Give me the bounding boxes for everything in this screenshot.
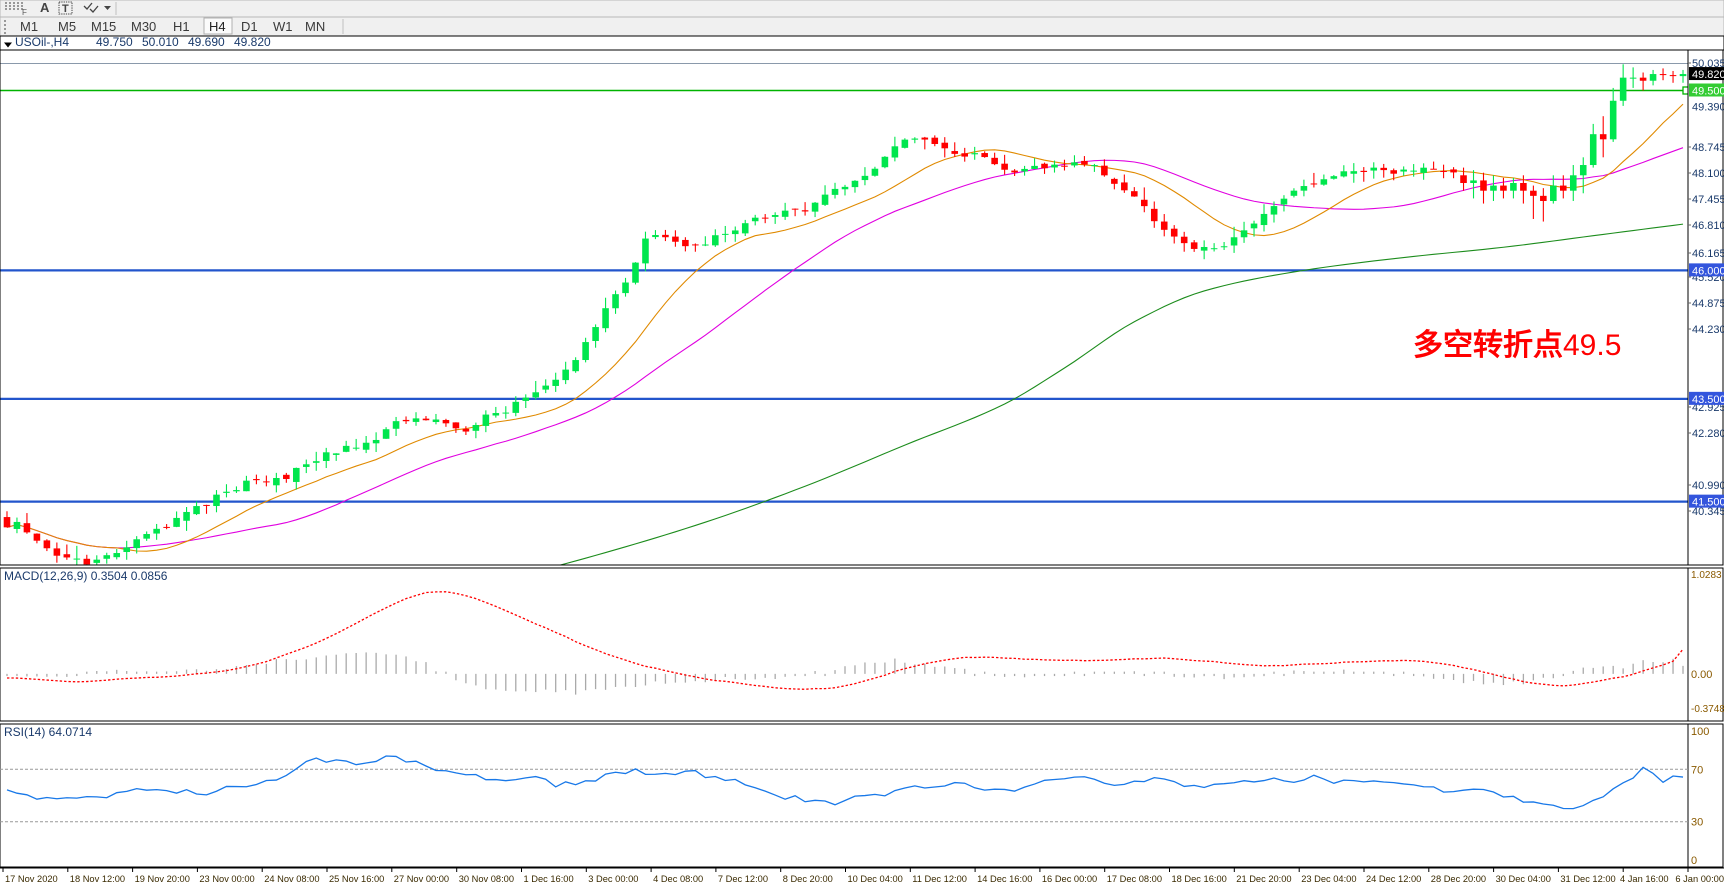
svg-text:49.820: 49.820 <box>234 35 271 49</box>
svg-text:W1: W1 <box>273 19 293 34</box>
svg-text:46.165: 46.165 <box>1692 248 1724 260</box>
svg-text:11 Dec 12:00: 11 Dec 12:00 <box>912 874 967 884</box>
svg-text:70: 70 <box>1691 764 1703 776</box>
svg-text:F: F <box>22 8 27 17</box>
svg-text:3 Dec 00:00: 3 Dec 00:00 <box>588 874 638 884</box>
svg-text:0: 0 <box>1691 855 1697 867</box>
svg-text:19 Nov 20:00: 19 Nov 20:00 <box>135 874 190 884</box>
svg-text:41.500: 41.500 <box>1692 497 1724 509</box>
svg-text:18 Nov 12:00: 18 Nov 12:00 <box>70 874 125 884</box>
svg-text:MACD(12,26,9) 0.3504 0.0856: MACD(12,26,9) 0.3504 0.0856 <box>4 569 168 583</box>
svg-text:1 Dec 16:00: 1 Dec 16:00 <box>524 874 574 884</box>
svg-text:42.280: 42.280 <box>1692 428 1724 440</box>
svg-text:27 Nov 00:00: 27 Nov 00:00 <box>394 874 449 884</box>
svg-text:23 Dec 04:00: 23 Dec 04:00 <box>1301 874 1356 884</box>
svg-text:49.750: 49.750 <box>96 35 133 49</box>
svg-text:46.000: 46.000 <box>1692 265 1724 277</box>
svg-text:M5: M5 <box>58 19 76 34</box>
svg-text:46.810: 46.810 <box>1692 220 1724 232</box>
svg-text:49.390: 49.390 <box>1692 102 1724 114</box>
svg-text:10 Dec 04:00: 10 Dec 04:00 <box>848 874 903 884</box>
svg-text:24 Dec 12:00: 24 Dec 12:00 <box>1366 874 1421 884</box>
svg-text:7 Dec 12:00: 7 Dec 12:00 <box>718 874 768 884</box>
svg-text:M1: M1 <box>20 19 38 34</box>
svg-text:17 Nov 2020: 17 Nov 2020 <box>5 874 58 884</box>
svg-text:D1: D1 <box>241 19 258 34</box>
svg-text:24 Nov 08:00: 24 Nov 08:00 <box>264 874 319 884</box>
svg-text:30: 30 <box>1691 817 1703 829</box>
svg-text:4 Jan 16:00: 4 Jan 16:00 <box>1620 874 1669 884</box>
svg-text:30 Dec 04:00: 30 Dec 04:00 <box>1496 874 1551 884</box>
svg-text:17 Dec 08:00: 17 Dec 08:00 <box>1107 874 1162 884</box>
svg-text:14 Dec 16:00: 14 Dec 16:00 <box>977 874 1032 884</box>
svg-text:8 Dec 20:00: 8 Dec 20:00 <box>783 874 833 884</box>
svg-text:0.00: 0.00 <box>1691 669 1712 681</box>
svg-text:M15: M15 <box>91 19 116 34</box>
svg-text:MN: MN <box>305 19 325 34</box>
svg-text:25 Nov 16:00: 25 Nov 16:00 <box>329 874 384 884</box>
svg-text:47.455: 47.455 <box>1692 194 1724 206</box>
svg-text:RSI(14) 64.0714: RSI(14) 64.0714 <box>4 725 92 739</box>
svg-text:18 Dec 16:00: 18 Dec 16:00 <box>1172 874 1227 884</box>
svg-text:1.0283: 1.0283 <box>1691 570 1722 581</box>
svg-text:28 Dec 20:00: 28 Dec 20:00 <box>1431 874 1486 884</box>
svg-text:49.690: 49.690 <box>188 35 225 49</box>
svg-text:多空转折点49.5: 多空转折点49.5 <box>1413 329 1621 362</box>
svg-text:48.745: 48.745 <box>1692 142 1724 154</box>
svg-text:6 Jan 00:00: 6 Jan 00:00 <box>1675 874 1724 884</box>
svg-text:USOil-,H4: USOil-,H4 <box>15 35 69 49</box>
svg-text:40.990: 40.990 <box>1692 480 1724 492</box>
svg-text:H1: H1 <box>173 19 190 34</box>
svg-text:49.500: 49.500 <box>1692 86 1724 98</box>
svg-text:M30: M30 <box>131 19 156 34</box>
svg-text:T: T <box>62 3 69 15</box>
svg-text:A: A <box>40 0 50 15</box>
svg-text:16 Dec 00:00: 16 Dec 00:00 <box>1042 874 1097 884</box>
svg-text:44.875: 44.875 <box>1692 298 1724 310</box>
svg-text:31 Dec 12:00: 31 Dec 12:00 <box>1560 874 1615 884</box>
svg-text:49.820: 49.820 <box>1692 69 1724 81</box>
svg-text:48.100: 48.100 <box>1692 168 1724 180</box>
svg-text:100: 100 <box>1691 726 1709 738</box>
svg-text:21 Dec 20:00: 21 Dec 20:00 <box>1236 874 1291 884</box>
svg-text:4 Dec 08:00: 4 Dec 08:00 <box>653 874 703 884</box>
svg-text:44.230: 44.230 <box>1692 324 1724 336</box>
svg-text:30 Nov 08:00: 30 Nov 08:00 <box>459 874 514 884</box>
svg-text:43.500: 43.500 <box>1692 394 1724 406</box>
svg-text:23 Nov 00:00: 23 Nov 00:00 <box>199 874 254 884</box>
svg-text:50.010: 50.010 <box>142 35 179 49</box>
svg-text:-0.3748: -0.3748 <box>1691 704 1724 715</box>
svg-text:H4: H4 <box>209 19 226 34</box>
